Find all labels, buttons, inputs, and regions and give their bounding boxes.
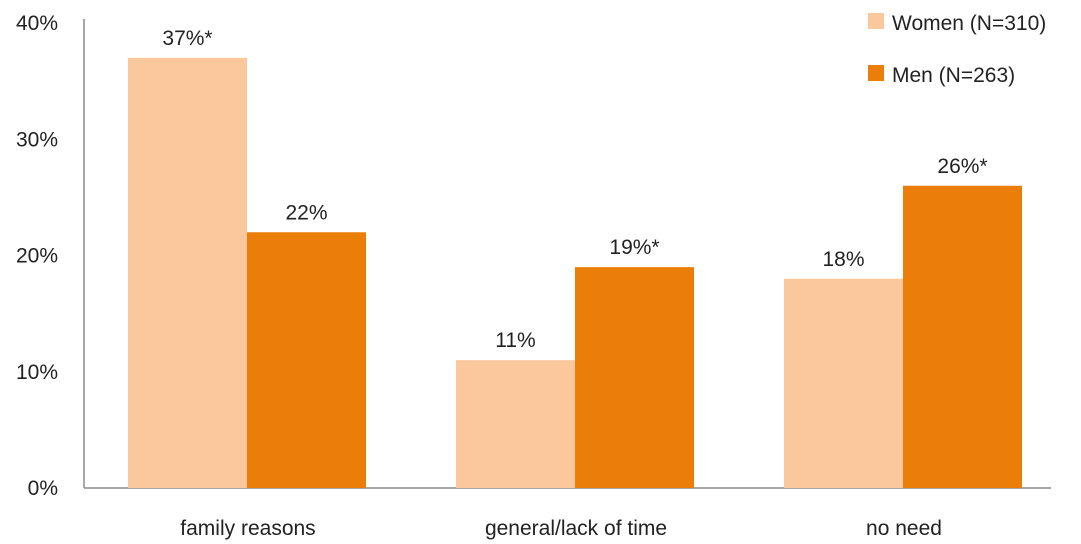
bar-value-label: 37%* xyxy=(162,27,212,50)
y-axis: 0% 10% 20% 30% 40% xyxy=(16,12,85,500)
y-tick-label: 0% xyxy=(28,477,58,500)
legend: Women (N=310) Men (N=263) xyxy=(868,12,1046,87)
x-category-label: family reasons xyxy=(180,517,315,540)
bar-women xyxy=(784,278,903,488)
bar-value-label: 19%* xyxy=(609,236,659,259)
bar-women xyxy=(128,57,247,488)
bar-value-label: 11% xyxy=(495,329,535,352)
x-category-label: no need xyxy=(866,517,942,540)
legend-label: Men (N=263) xyxy=(892,64,1015,87)
bars xyxy=(128,57,1022,488)
x-category-label: general/lack of time xyxy=(485,517,667,540)
y-tick-label: 40% xyxy=(16,12,58,35)
bar-value-label: 18% xyxy=(822,248,864,271)
y-tick-label: 10% xyxy=(16,361,58,384)
data-labels: 37%* 11% 18% 22% 19%* 26%* xyxy=(162,27,987,352)
bar-men xyxy=(903,185,1022,488)
legend-swatch xyxy=(868,65,884,81)
bar-men xyxy=(575,267,694,488)
bar-value-label: 22% xyxy=(285,201,327,224)
y-tick-label: 30% xyxy=(16,128,58,151)
bar-value-label: 26%* xyxy=(937,155,987,178)
legend-swatch xyxy=(868,13,884,29)
legend-label: Women (N=310) xyxy=(892,12,1046,35)
bar-women xyxy=(456,360,575,488)
y-tick-label: 20% xyxy=(16,245,58,268)
bar-men xyxy=(247,232,366,488)
x-axis: family reasons general/lack of time no nee… xyxy=(84,487,1051,540)
